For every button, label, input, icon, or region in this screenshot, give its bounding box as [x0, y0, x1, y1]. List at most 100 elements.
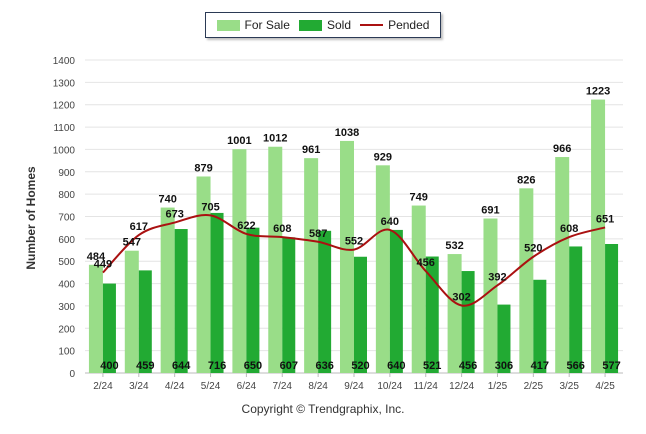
data-label-pended: 302: [452, 291, 470, 303]
bar-for-sale: [88, 264, 103, 373]
data-label-sold: 650: [244, 360, 262, 372]
x-tick-label: 12/24: [449, 381, 474, 392]
data-label-for-sale: 740: [158, 194, 176, 206]
x-tick-label: 5/24: [201, 381, 221, 392]
legend-item-sold[interactable]: Sold: [298, 18, 351, 32]
data-label-sold: 636: [315, 360, 333, 372]
data-label-for-sale: 929: [374, 151, 392, 163]
x-tick-label: 10/24: [377, 381, 402, 392]
data-label-pended: 622: [237, 220, 255, 232]
bar-for-sale: [591, 99, 606, 373]
data-label-sold: 521: [423, 360, 441, 372]
legend-swatch-sold: [298, 19, 322, 31]
data-label-for-sale: 1038: [335, 127, 359, 139]
bar-for-sale: [340, 140, 354, 373]
data-label-pended: 520: [524, 243, 542, 255]
data-label-sold: 644: [172, 360, 191, 372]
data-label-for-sale: 484: [87, 251, 106, 263]
bar-sold: [282, 237, 296, 373]
data-label-sold: 456: [459, 360, 477, 372]
y-tick-label: 300: [58, 302, 75, 313]
legend-item-for-sale[interactable]: For Sale: [216, 18, 290, 32]
line-pended: [102, 214, 606, 307]
x-tick-label: 7/24: [273, 381, 293, 392]
data-label-sold: 607: [280, 360, 298, 372]
x-tick-label: 3/25: [559, 381, 579, 392]
y-tick-label: 400: [58, 280, 75, 291]
data-label-sold: 640: [387, 360, 405, 372]
bar-sold: [605, 243, 619, 373]
data-label-pended: 640: [381, 216, 399, 228]
data-label-for-sale: 547: [123, 237, 141, 249]
y-tick-label: 700: [58, 213, 75, 224]
data-label-pended: 449: [94, 259, 112, 271]
y-tick-label: 100: [58, 347, 75, 358]
data-label-sold: 566: [567, 360, 585, 372]
legend-swatch-for-sale: [216, 19, 240, 31]
x-tick-label: 3/24: [129, 381, 149, 392]
bar-sold: [425, 256, 439, 373]
y-axis-title: Number of Homes: [24, 166, 38, 270]
x-tick-label: 4/24: [165, 381, 185, 392]
y-tick-label: 1000: [53, 145, 76, 156]
x-tick-label: 2/25: [524, 381, 544, 392]
bar-sold: [461, 271, 475, 373]
y-tick-label: 500: [58, 257, 75, 268]
data-label-pended: 673: [165, 209, 183, 221]
data-label-pended: 617: [130, 221, 148, 233]
data-label-sold: 716: [208, 360, 226, 372]
data-label-pended: 608: [560, 223, 578, 235]
data-label-for-sale: 1223: [586, 86, 610, 98]
bar-sold: [569, 246, 583, 373]
y-tick-label: 0: [69, 369, 75, 380]
bar-for-sale: [519, 188, 534, 373]
y-tick-label: 200: [58, 324, 75, 335]
data-label-sold: 417: [531, 360, 549, 372]
data-label-sold: 577: [602, 360, 620, 372]
bar-sold: [246, 227, 260, 373]
bar-for-sale: [555, 157, 570, 373]
bar-for-sale: [411, 205, 426, 373]
legend-label-for-sale: For Sale: [244, 18, 290, 32]
x-tick-label: 4/25: [595, 381, 615, 392]
bar-sold: [497, 304, 511, 373]
data-label-for-sale: 879: [194, 162, 212, 174]
bar-for-sale: [124, 250, 139, 373]
data-label-pended: 587: [309, 228, 327, 240]
data-label-pended: 552: [345, 236, 363, 248]
data-label-sold: 520: [351, 360, 369, 372]
data-label-pended: 651: [596, 213, 614, 225]
bar-for-sale: [232, 149, 247, 373]
bar-for-sale: [196, 176, 211, 373]
bar-sold: [210, 212, 224, 373]
bar-for-sale: [268, 146, 283, 373]
data-label-sold: 400: [100, 360, 118, 372]
legend-label-sold: Sold: [326, 18, 351, 32]
y-tick-label: 900: [58, 168, 75, 179]
legend-item-pended[interactable]: Pended: [360, 18, 429, 32]
data-label-sold: 459: [136, 360, 154, 372]
data-label-for-sale: 826: [517, 174, 535, 186]
data-label-pended: 392: [488, 271, 506, 283]
x-tick-label: 8/24: [308, 381, 328, 392]
bar-for-sale: [304, 158, 319, 373]
bar-for-sale: [160, 207, 175, 373]
data-label-for-sale: 1001: [227, 135, 251, 147]
data-label-for-sale: 1012: [263, 133, 287, 145]
bar-sold: [354, 256, 367, 373]
bar-sold: [138, 270, 152, 373]
y-tick-label: 800: [58, 190, 75, 201]
data-label-pended: 608: [273, 223, 291, 235]
legend-swatch-pended: [360, 24, 384, 26]
data-label-for-sale: 749: [410, 192, 428, 204]
y-tick-label: 1400: [53, 56, 76, 67]
y-tick-label: 1300: [53, 78, 76, 89]
copyright-credit: Copyright © Trendgraphix, Inc.: [241, 402, 405, 416]
x-tick-label: 11/24: [414, 381, 439, 392]
x-tick-label: 6/24: [237, 381, 257, 392]
bar-for-sale: [447, 254, 462, 373]
x-tick-label: 9/24: [344, 381, 364, 392]
bar-sold: [389, 229, 403, 373]
data-label-for-sale: 532: [445, 240, 463, 252]
